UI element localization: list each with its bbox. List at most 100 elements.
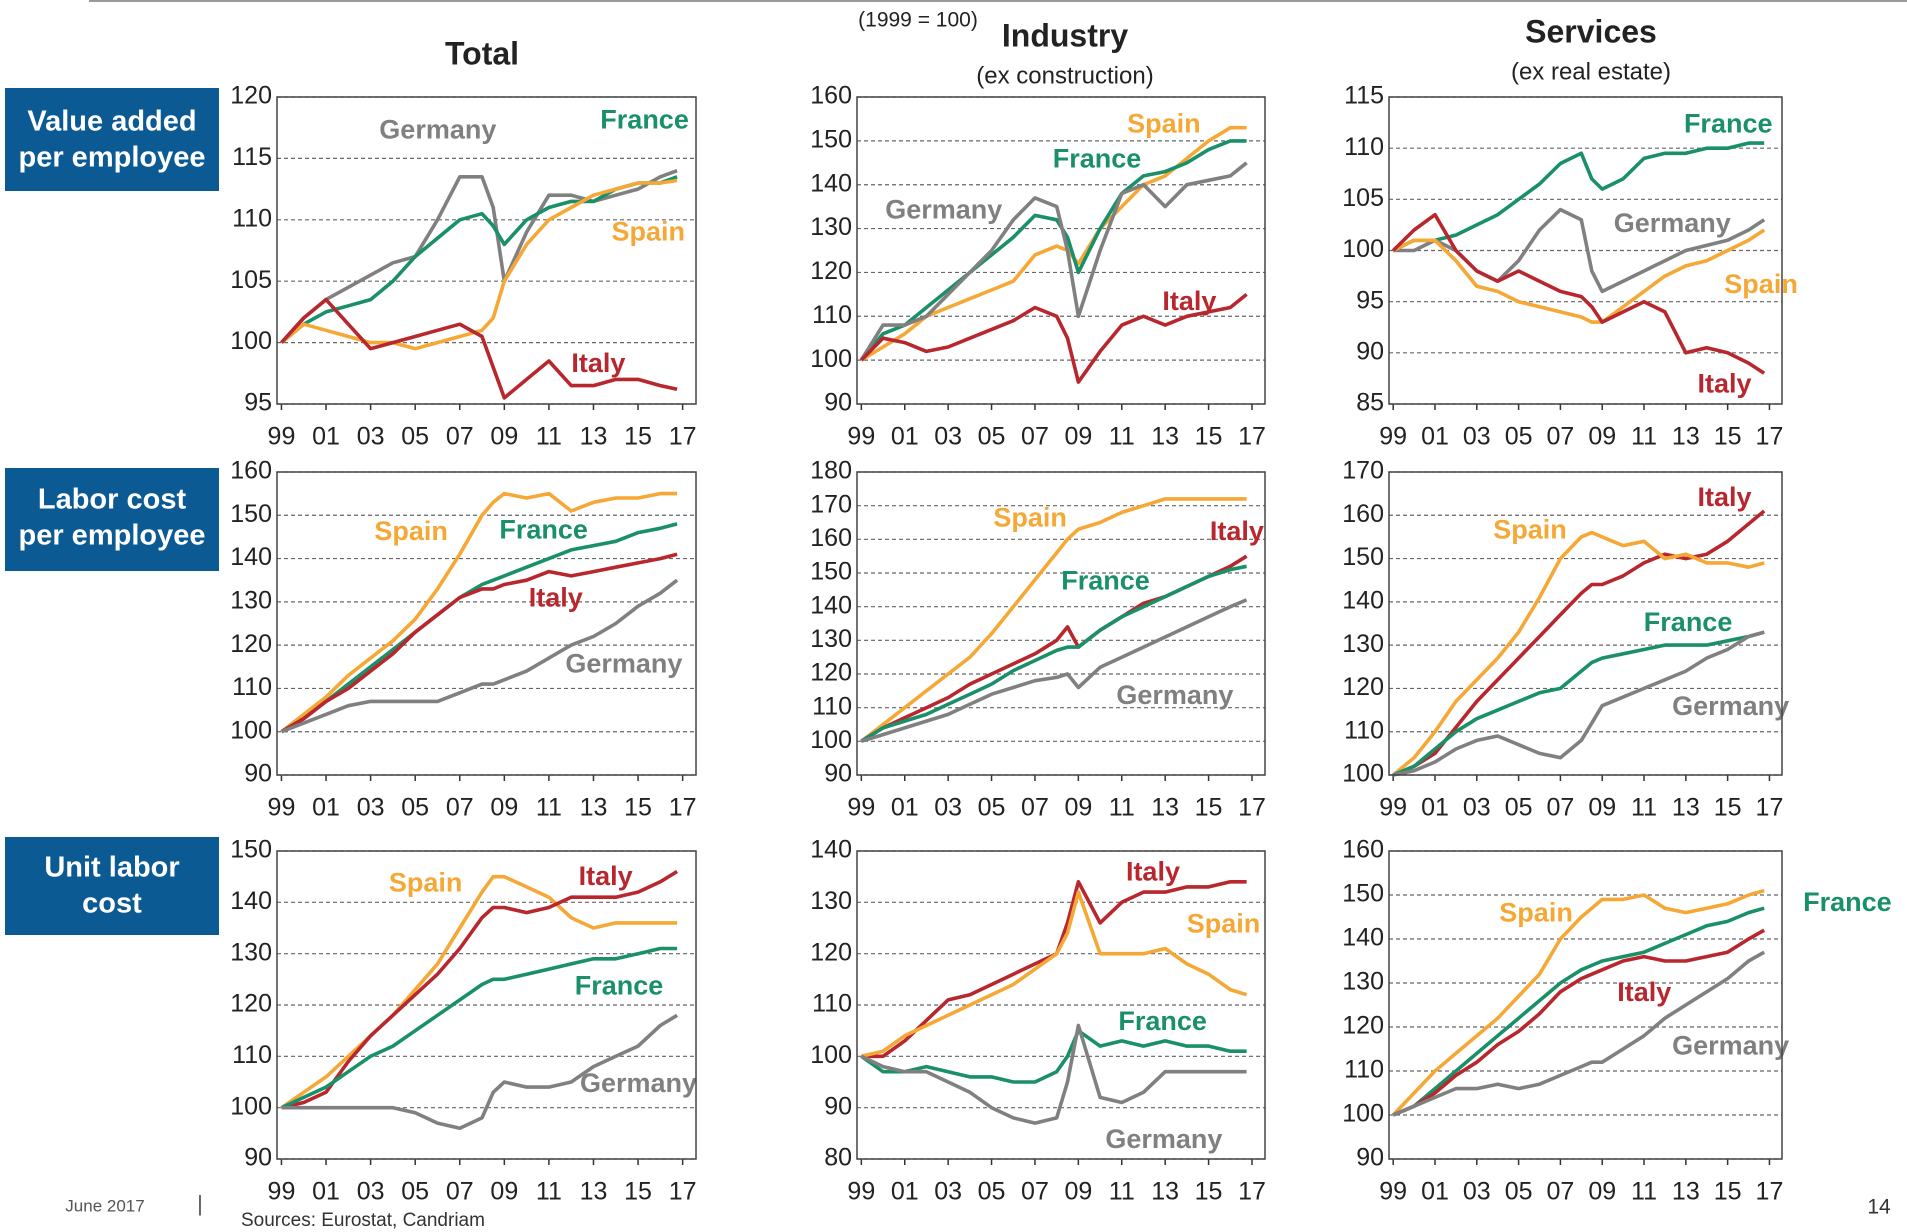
series-line	[280, 874, 678, 1110]
y-tick-label: 80	[824, 1144, 852, 1172]
series-label: Italy	[1698, 369, 1752, 399]
series-line	[1392, 630, 1765, 777]
x-tick-label: 13	[1672, 794, 1700, 822]
x-tick-label: 17	[669, 423, 697, 451]
base-note: (1999 = 100)	[858, 9, 978, 32]
x-tick-label: 03	[1463, 794, 1491, 822]
series-label: Germany	[1672, 1030, 1789, 1060]
series-label: Italy	[571, 348, 625, 378]
y-tick-label: 110	[812, 301, 852, 329]
row-label: Value added	[27, 106, 196, 138]
x-tick-label: 07	[446, 1178, 474, 1206]
plot-area	[277, 851, 696, 1159]
series-line	[280, 552, 678, 734]
series-label: Italy	[529, 583, 583, 613]
x-tick-label: 15	[624, 794, 652, 822]
y-tick-label: 110	[232, 673, 272, 701]
series-label: France	[499, 515, 588, 545]
y-tick-label: 150	[1342, 880, 1384, 908]
y-tick-label: 150	[810, 125, 852, 153]
series-line	[280, 578, 679, 734]
series-line	[1391, 212, 1766, 375]
x-tick-label: 13	[1151, 1178, 1179, 1206]
series-label: France	[1118, 1006, 1207, 1036]
series-label: Spain	[993, 502, 1067, 532]
x-tick-label: 99	[1379, 423, 1407, 451]
x-tick-label: 07	[1021, 423, 1049, 451]
x-tick-label: 05	[401, 1178, 429, 1206]
x-tick-label: 17	[669, 1178, 697, 1206]
series-label: Germany	[1116, 680, 1233, 710]
y-tick-label: 100	[230, 716, 272, 744]
y-tick-label: 140	[230, 543, 272, 571]
y-tick-label: 90	[244, 760, 272, 788]
y-tick-label: 90	[824, 1092, 852, 1120]
y-tick-label: 100	[1342, 1100, 1384, 1128]
series-label: Spain	[1127, 108, 1201, 138]
x-tick-label: 13	[580, 423, 608, 451]
series-label: Italy	[1126, 856, 1180, 886]
x-tick-label: 01	[891, 423, 919, 451]
y-tick-label: 120	[230, 990, 272, 1018]
y-tick-label: 110	[1344, 133, 1384, 161]
x-tick-label: 99	[1379, 1178, 1407, 1206]
x-tick-label: 99	[268, 1178, 296, 1206]
series-label: Spain	[389, 867, 463, 897]
x-tick-label: 99	[847, 423, 875, 451]
footer-separator: |	[197, 1191, 203, 1216]
series-line	[1392, 906, 1765, 1117]
x-tick-label: 11	[536, 423, 562, 451]
x-tick-label: 05	[978, 423, 1006, 451]
y-tick-label: 170	[810, 490, 852, 518]
y-tick-label: 160	[810, 524, 852, 552]
plot-border	[856, 96, 1266, 405]
row-label-box	[5, 468, 219, 571]
series-line	[1392, 509, 1766, 777]
series-label: Germany	[379, 114, 496, 144]
series-line	[1391, 888, 1765, 1117]
y-tick-label: 105	[1342, 184, 1384, 212]
y-tick-label: 115	[1344, 82, 1384, 110]
series-label: France	[575, 971, 664, 1001]
x-tick-label: 15	[624, 1178, 652, 1206]
y-tick-label: 85	[1356, 389, 1384, 417]
x-tick-label: 05	[978, 794, 1006, 822]
series-line	[861, 880, 1247, 1059]
series-label: Germany	[885, 195, 1002, 225]
x-tick-label: 07	[1547, 794, 1575, 822]
x-tick-label: 01	[891, 794, 919, 822]
y-tick-label: 130	[810, 887, 852, 915]
x-tick-label: 01	[312, 1178, 340, 1206]
x-tick-label: 11	[1631, 794, 1657, 822]
series-line	[1392, 141, 1765, 253]
y-tick-label: 115	[232, 143, 272, 171]
y-tick-label: 130	[810, 625, 852, 653]
plot-border	[276, 471, 697, 776]
y-tick-label: 120	[1342, 1012, 1384, 1040]
y-tick-label: 130	[1342, 630, 1384, 658]
series-label: Spain	[611, 217, 685, 247]
y-tick-label: 100	[810, 1041, 852, 1069]
series-line	[280, 522, 678, 734]
series-label: France	[600, 105, 689, 135]
y-tick-label: 110	[812, 692, 852, 720]
series-label: Germany	[580, 1068, 697, 1098]
x-tick-label: 15	[1195, 1178, 1223, 1206]
x-tick-label: 01	[1421, 794, 1449, 822]
y-tick-label: 110	[1344, 716, 1384, 744]
x-tick-label: 03	[934, 794, 962, 822]
series-line	[860, 564, 1247, 743]
series-label: Italy	[1162, 286, 1216, 316]
column-title: Total	[445, 35, 519, 71]
y-tick-label: 160	[1342, 500, 1384, 528]
series-line	[281, 869, 679, 1110]
row-label: per employee	[19, 142, 206, 174]
y-tick-label: 100	[230, 1092, 272, 1120]
series-label: Spain	[1724, 269, 1798, 299]
y-tick-label: 130	[230, 938, 272, 966]
y-tick-label: 100	[1342, 235, 1384, 263]
x-tick-label: 05	[1505, 1178, 1533, 1206]
y-tick-label: 110	[1344, 1056, 1384, 1084]
x-tick-label: 03	[1463, 1178, 1491, 1206]
x-tick-label: 09	[1064, 423, 1092, 451]
